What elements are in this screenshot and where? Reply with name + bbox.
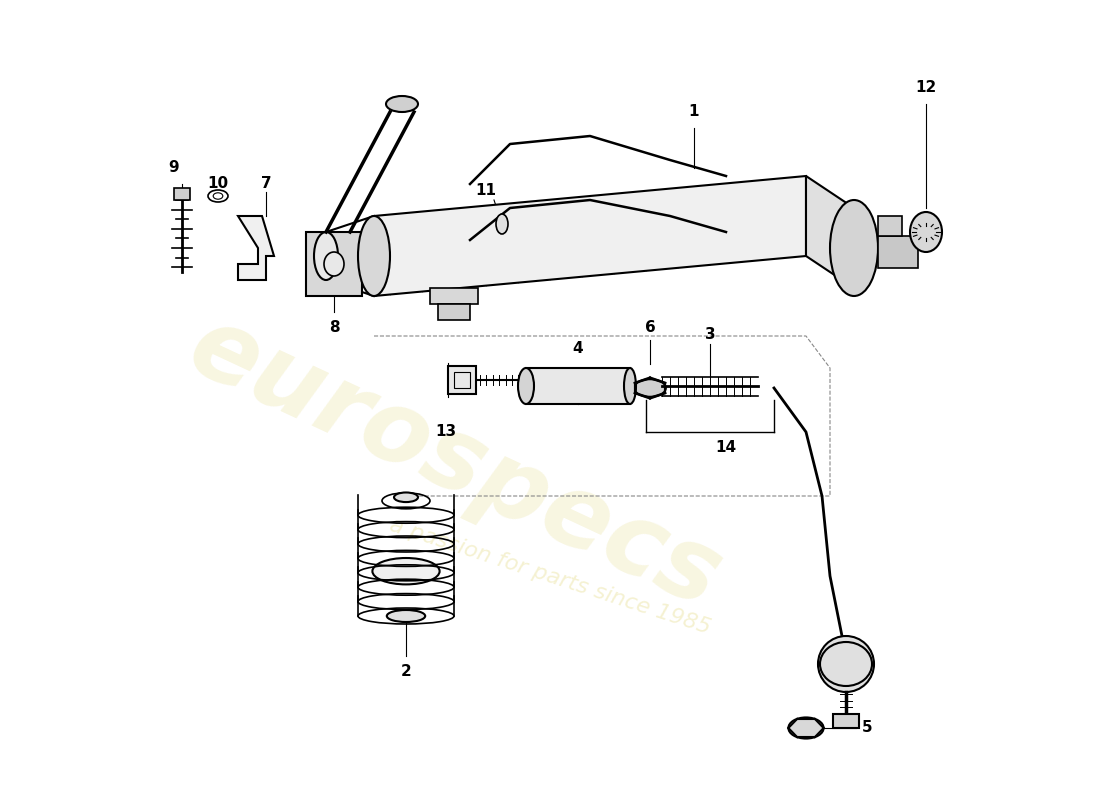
Bar xyxy=(453,371,471,388)
Bar xyxy=(878,216,902,236)
Ellipse shape xyxy=(314,232,338,280)
Bar xyxy=(448,366,476,394)
Text: 5: 5 xyxy=(862,721,873,735)
Text: 1: 1 xyxy=(689,105,700,119)
Bar xyxy=(306,232,362,296)
Ellipse shape xyxy=(386,96,418,112)
Text: 7: 7 xyxy=(261,177,272,191)
Bar xyxy=(526,368,630,404)
Ellipse shape xyxy=(518,368,534,404)
Ellipse shape xyxy=(387,610,426,622)
Ellipse shape xyxy=(635,379,666,397)
Ellipse shape xyxy=(496,214,508,234)
Polygon shape xyxy=(374,176,806,296)
Ellipse shape xyxy=(394,493,418,502)
Text: 11: 11 xyxy=(475,183,496,198)
Bar xyxy=(878,236,918,268)
Ellipse shape xyxy=(789,718,824,738)
Ellipse shape xyxy=(324,252,344,276)
Text: 8: 8 xyxy=(329,321,339,335)
Ellipse shape xyxy=(373,558,440,584)
Text: eurospecs: eurospecs xyxy=(173,298,735,630)
Polygon shape xyxy=(238,216,274,280)
Bar xyxy=(174,188,190,200)
Ellipse shape xyxy=(358,216,390,296)
Polygon shape xyxy=(806,176,854,288)
Ellipse shape xyxy=(910,212,942,252)
Text: 10: 10 xyxy=(208,177,229,191)
Text: 14: 14 xyxy=(715,441,737,455)
Text: 6: 6 xyxy=(645,321,656,335)
Text: 3: 3 xyxy=(705,327,715,342)
Ellipse shape xyxy=(830,200,878,296)
Bar xyxy=(438,304,470,320)
Circle shape xyxy=(818,636,874,692)
Text: 4: 4 xyxy=(573,341,583,355)
Ellipse shape xyxy=(624,368,636,404)
Text: 2: 2 xyxy=(400,665,411,679)
Text: 12: 12 xyxy=(915,81,936,95)
Bar xyxy=(430,288,478,304)
Text: 13: 13 xyxy=(436,425,456,439)
Text: a passion for parts since 1985: a passion for parts since 1985 xyxy=(387,514,713,638)
Bar xyxy=(833,714,859,728)
Text: 9: 9 xyxy=(168,161,179,175)
